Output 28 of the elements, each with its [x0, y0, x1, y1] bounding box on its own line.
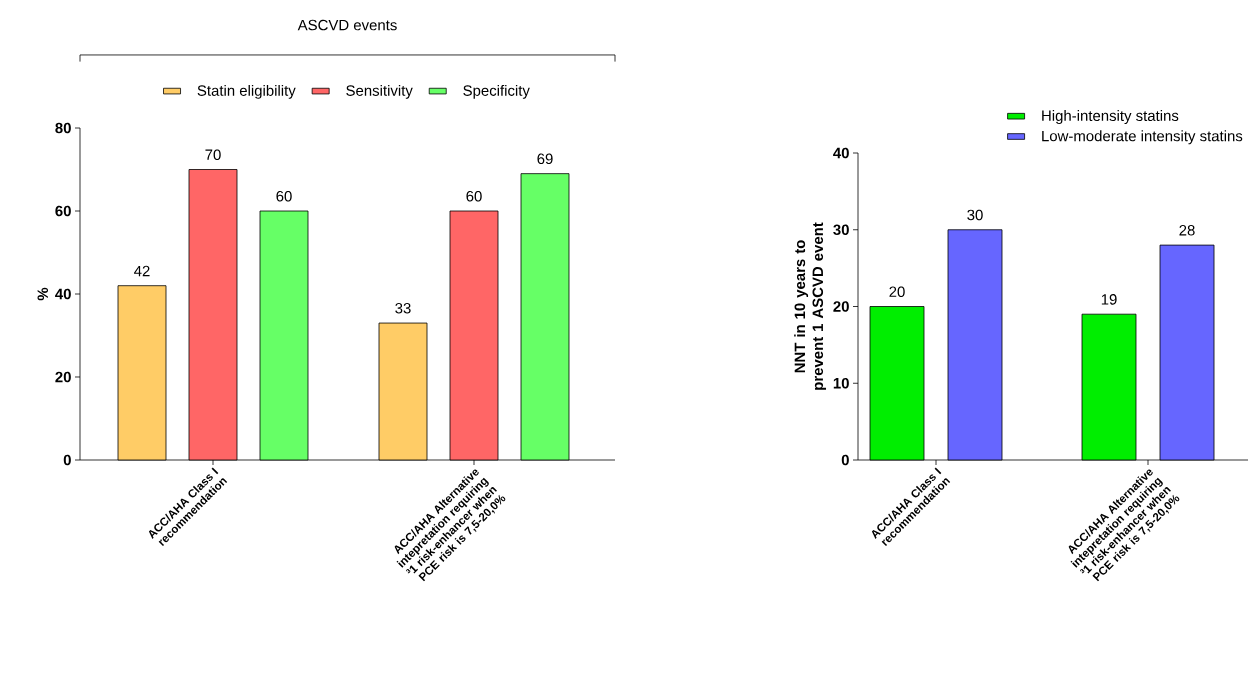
data-label: 20: [889, 286, 905, 297]
data-label: 70: [205, 149, 221, 160]
y-axis-title: %: [37, 287, 49, 301]
data-label: 19: [1101, 294, 1117, 305]
y-tick-label: 10: [833, 377, 849, 389]
data-label: 42: [134, 265, 150, 277]
legend-label: High-intensity statins: [1042, 110, 1179, 124]
y-tick-label: 60: [55, 205, 71, 217]
legend-title: ASCVD events: [297, 19, 397, 31]
y-tick-label: 30: [833, 224, 849, 236]
y-axis-title: NNT in 10 years to prevent 1 ASCVD event: [794, 222, 827, 390]
y-tick-label: 0: [841, 454, 849, 466]
y-tick-label: 20: [833, 301, 849, 312]
y-tick-label: 0: [63, 454, 71, 466]
data-label: 60: [276, 190, 292, 202]
y-tick-label: 40: [55, 288, 71, 300]
y-tick-label: 40: [833, 147, 849, 159]
data-label: 28: [1179, 225, 1195, 236]
data-label: 33: [395, 302, 411, 314]
data-label: 60: [466, 190, 482, 202]
legend-label: Statin eligibility: [197, 84, 296, 99]
data-label: 69: [537, 153, 553, 165]
legend-label: Sensitivity: [346, 84, 413, 99]
y-tick-label: 80: [55, 122, 71, 134]
y-tick-label: 20: [55, 371, 71, 383]
legend-label: Specificity: [463, 84, 530, 99]
legend-label: Low-moderate intensity statins: [1042, 130, 1243, 145]
data-label: 30: [967, 209, 983, 221]
